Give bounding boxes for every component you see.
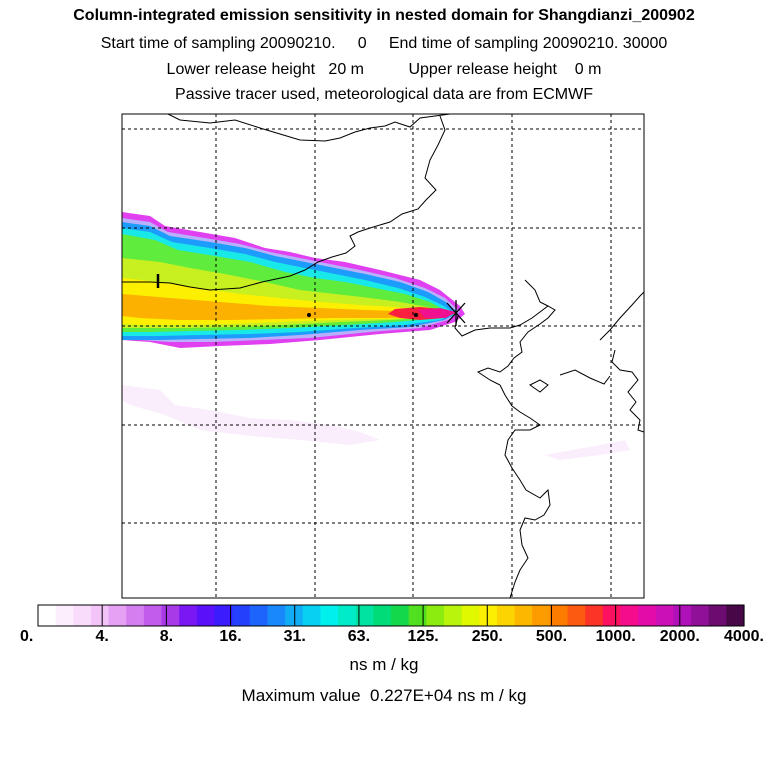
colorbar-tick-label: 8.	[159, 628, 174, 645]
coastlines	[122, 114, 644, 598]
sampling-time-line: Start time of sampling 20090210. 0 End t…	[100, 35, 668, 52]
colorbar-cell	[532, 605, 551, 626]
colorbar-cell	[302, 605, 321, 626]
colorbar-cell	[143, 605, 163, 626]
colorbar-cell	[161, 605, 180, 626]
colorbar-cell	[549, 605, 569, 626]
colorbar-cell	[638, 605, 657, 626]
colorbar-cell	[479, 605, 498, 626]
colorbar-tick-label: 1000.	[595, 628, 636, 645]
coastline-korea-west	[599, 291, 644, 341]
colorbar-tick-label: 500.	[535, 628, 568, 645]
coastline-shandong	[454, 305, 556, 386]
colorbar-tick-label: 2000.	[659, 628, 700, 645]
colorbar-cell	[726, 605, 745, 626]
colorbar-cell	[708, 605, 727, 626]
colorbar-tick-label: 125.	[407, 628, 439, 645]
faint-patch-east	[545, 440, 630, 460]
colorbar-cell	[267, 605, 286, 626]
plume-peak-band	[418, 308, 456, 318]
colorbar-cell	[285, 605, 304, 626]
colorbar-tick-label: 63.	[347, 628, 371, 645]
colorbar-cell	[461, 605, 480, 626]
colorbar-cell	[214, 605, 233, 626]
colorbar-cell	[55, 605, 74, 626]
coastline-korea-south	[611, 349, 644, 433]
coastline-east-china	[499, 384, 551, 598]
faint-patch-south	[122, 385, 380, 445]
colorbar-cell	[620, 605, 639, 626]
colorbar-tick-label: 31.	[283, 628, 306, 645]
colorbar-ticks	[101, 605, 681, 626]
colorbar-cell	[602, 605, 622, 626]
colorbar-cell	[249, 605, 269, 626]
colorbar-tick-label: 0.	[20, 628, 34, 645]
coastline-peninsula-tip	[559, 369, 611, 385]
colorbar-cell	[196, 605, 216, 626]
colorbar-cell	[73, 605, 92, 626]
graticule	[122, 114, 644, 598]
colorbar-cell	[443, 605, 463, 626]
colorbar-cell	[426, 605, 445, 626]
colorbar-cell	[338, 605, 357, 626]
colorbar-cell	[320, 605, 339, 626]
colorbar-units: ns m / kg	[349, 655, 419, 674]
colorbar-tick-label: 250.	[471, 628, 503, 645]
colorbar-cell	[179, 605, 198, 626]
colorbar-cell	[373, 605, 392, 626]
colorbar-cell	[673, 605, 692, 626]
colorbar-frame	[37, 604, 745, 627]
colorbar-cell	[355, 605, 374, 626]
colorbar-cell	[391, 605, 410, 626]
release-height-line: Lower release height 20 m Upper release …	[166, 61, 602, 78]
colorbar-cell	[108, 605, 127, 626]
colorbar-tick-label: 4.	[95, 628, 109, 645]
colorbar-cell	[585, 605, 604, 626]
plume-orange-band	[122, 294, 445, 320]
colorbar-tick-label: 4000.	[723, 628, 764, 645]
colorbar-cell	[496, 605, 516, 626]
coastline-bay	[122, 115, 446, 291]
colorbar-cell	[38, 605, 57, 626]
colorbar-cell	[567, 605, 586, 626]
map-frame	[121, 113, 645, 599]
trajectory-point	[307, 313, 311, 317]
colorbar-cell	[126, 605, 145, 626]
island-contour	[529, 379, 549, 393]
coastline-korea-bay	[524, 279, 549, 307]
colorbar-cell	[514, 605, 533, 626]
colorbar-cell	[691, 605, 710, 626]
receptor-marker	[446, 300, 466, 326]
coastline-north	[167, 114, 451, 142]
figure-title: Column-integrated emission sensitivity i…	[73, 7, 695, 24]
colorbar-cell	[90, 605, 110, 626]
tracer-info-line: Passive tracer used, meteorological data…	[175, 86, 593, 103]
colorbar-tick-label: 16.	[219, 628, 242, 645]
colorbar-cell	[408, 605, 427, 626]
trajectory-point	[414, 313, 418, 317]
max-value-line: Maximum value 0.227E+04 ns m / kg	[241, 686, 527, 705]
colorbar-cells	[38, 605, 745, 626]
colorbar-cell	[655, 605, 674, 626]
colorbar-cell	[232, 605, 251, 626]
